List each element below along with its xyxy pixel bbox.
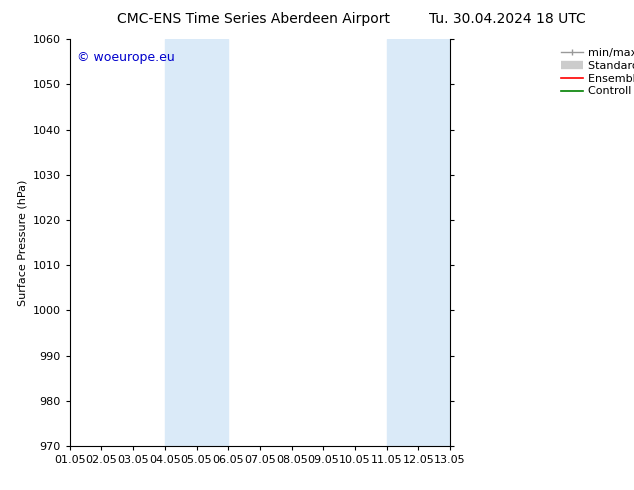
Text: © woeurope.eu: © woeurope.eu: [77, 51, 175, 64]
Text: CMC-ENS Time Series Aberdeen Airport: CMC-ENS Time Series Aberdeen Airport: [117, 12, 390, 26]
Legend: min/max, Standard deviation, Ensemble mean run, Controll run: min/max, Standard deviation, Ensemble me…: [558, 45, 634, 100]
Bar: [387, 39, 450, 446]
Text: Tu. 30.04.2024 18 UTC: Tu. 30.04.2024 18 UTC: [429, 12, 586, 26]
Y-axis label: Surface Pressure (hPa): Surface Pressure (hPa): [17, 179, 27, 306]
Bar: [165, 39, 228, 446]
